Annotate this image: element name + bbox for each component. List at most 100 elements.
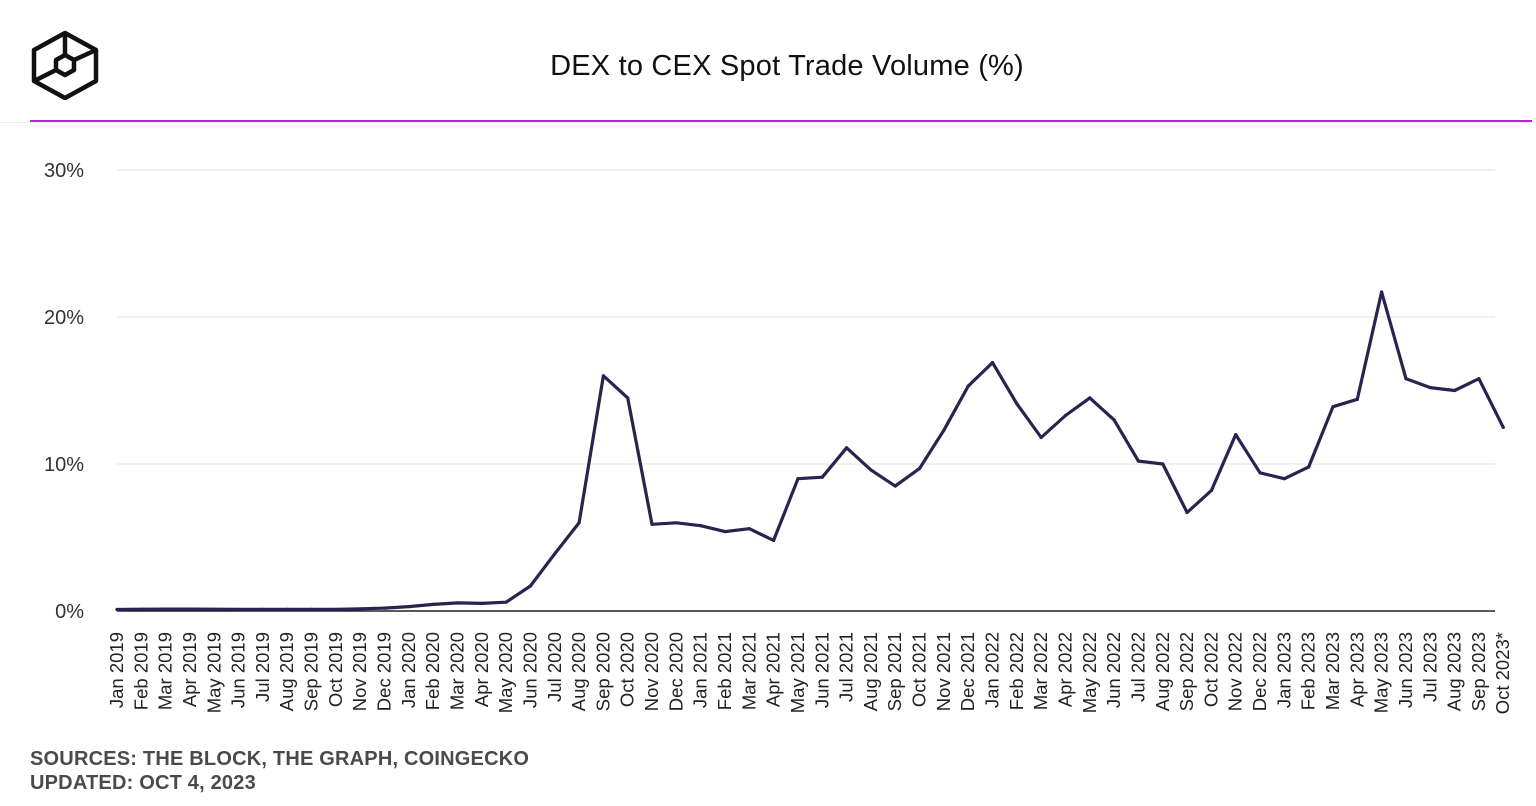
x-tick-label: Nov 2019: [349, 632, 370, 711]
x-tick-label: Aug 2022: [1152, 632, 1173, 711]
accent-divider: [30, 120, 1532, 122]
data-point: [1428, 385, 1432, 390]
data-point: [1453, 388, 1457, 393]
data-point: [1039, 435, 1043, 440]
data-point: [528, 584, 533, 588]
data-point: [626, 396, 630, 400]
data-point: [407, 604, 411, 609]
x-tick-label: Nov 2021: [933, 632, 954, 711]
data-point: [455, 601, 460, 605]
y-axis-ticks: 0% 10% 20% 30%: [44, 160, 84, 623]
x-tick-label: Jan 2021: [690, 632, 711, 708]
data-point: [1258, 471, 1262, 475]
x-tick-label: Dec 2019: [374, 632, 395, 711]
x-tick-label: May 2021: [787, 632, 808, 713]
x-tick-label: Dec 2022: [1249, 632, 1270, 711]
data-point: [504, 600, 508, 604]
x-tick-label: Jul 2019: [252, 632, 273, 702]
x-tick-label: Jul 2020: [544, 632, 565, 702]
x-tick-label: Apr 2022: [1054, 632, 1075, 707]
x-tick-label: Feb 2023: [1298, 632, 1319, 710]
x-tick-label: Apr 2019: [179, 632, 200, 707]
x-tick-label: Nov 2020: [641, 632, 662, 711]
x-tick-label: Jun 2023: [1395, 632, 1416, 708]
x-tick-label: Jun 2022: [1103, 632, 1124, 708]
data-point: [723, 530, 727, 534]
series-line: [115, 290, 1505, 612]
data-point: [382, 606, 387, 610]
data-point: [431, 602, 435, 606]
data-point: [845, 446, 849, 450]
data-point: [309, 607, 314, 611]
sources-note: SOURCES: THE BLOCK, THE GRAPH, COINGECKO: [30, 748, 530, 770]
y-tick-label: 10%: [44, 454, 84, 476]
data-point: [1185, 510, 1189, 515]
data-point: [990, 360, 995, 365]
x-tick-label: Feb 2022: [1006, 632, 1027, 710]
x-tick-label: Oct 2020: [617, 632, 638, 707]
data-point: [942, 428, 946, 432]
y-tick-label: 30%: [44, 160, 84, 182]
x-tick-label: May 2020: [495, 632, 516, 713]
x-tick-label: Mar 2023: [1322, 632, 1343, 710]
data-point: [577, 521, 581, 525]
data-point: [1501, 425, 1505, 429]
x-tick-label: Jan 2023: [1273, 632, 1294, 708]
x-tick-label: Dec 2020: [665, 632, 686, 711]
updated-note: UPDATED: OCT 4, 2023: [30, 772, 256, 794]
x-tick-label: Apr 2020: [471, 632, 492, 707]
data-point: [601, 374, 606, 378]
data-point: [772, 538, 776, 543]
x-tick-label: Mar 2022: [1030, 632, 1051, 710]
x-tick-label: Nov 2022: [1225, 632, 1246, 711]
x-tick-label: Aug 2023: [1444, 632, 1465, 711]
data-point: [820, 475, 824, 479]
x-tick-label: Jan 2020: [398, 632, 419, 708]
data-point: [966, 384, 970, 388]
data-point: [1307, 465, 1311, 469]
data-point: [747, 527, 751, 531]
x-tick-label: Oct 2019: [325, 632, 346, 707]
data-point: [1282, 477, 1286, 481]
chart-title: DEX to CEX Spot Trade Volume (%): [550, 50, 1024, 82]
data-point: [1404, 377, 1408, 381]
x-tick-label: Feb 2020: [422, 632, 443, 710]
x-tick-label: Sep 2021: [884, 632, 905, 711]
x-tick-label: Aug 2019: [276, 632, 297, 711]
data-point: [139, 607, 143, 611]
data-point: [674, 521, 678, 525]
x-tick-label: May 2023: [1371, 632, 1392, 713]
x-tick-label: Jan 2022: [982, 632, 1003, 708]
x-tick-label: Jun 2019: [228, 632, 249, 708]
x-tick-label: Jan 2019: [106, 632, 127, 708]
x-tick-label: Apr 2021: [763, 632, 784, 707]
x-tick-label: Oct 2022: [1200, 632, 1221, 707]
x-tick-label: May 2022: [1079, 632, 1100, 713]
x-tick-label: Sep 2022: [1176, 632, 1197, 711]
data-point: [1477, 377, 1481, 381]
data-point: [1161, 462, 1165, 466]
data-point: [285, 607, 289, 611]
x-tick-label: May 2019: [203, 632, 224, 713]
y-tick-label: 0%: [55, 601, 84, 623]
x-tick-label: Jul 2023: [1419, 632, 1440, 702]
y-tick-label: 20%: [44, 307, 84, 329]
x-tick-label: Feb 2021: [714, 632, 735, 710]
data-point: [188, 607, 192, 611]
data-point: [1331, 405, 1335, 409]
x-tick-label: Feb 2019: [130, 632, 151, 710]
header: DEX to CEX Spot Trade Volume (%): [0, 0, 1536, 123]
x-tick-label: Sep 2023: [1468, 632, 1489, 711]
x-tick-label: Dec 2021: [957, 632, 978, 711]
data-point: [917, 466, 922, 471]
data-point: [1234, 433, 1238, 437]
data-point: [796, 477, 800, 481]
data-point: [164, 607, 168, 611]
x-tick-label: Mar 2019: [155, 632, 176, 710]
data-point: [869, 468, 873, 472]
data-point: [1063, 413, 1068, 418]
data-point: [261, 607, 265, 611]
x-tick-label: Mar 2020: [446, 632, 467, 710]
data-point: [480, 601, 484, 605]
data-point: [1088, 396, 1092, 400]
